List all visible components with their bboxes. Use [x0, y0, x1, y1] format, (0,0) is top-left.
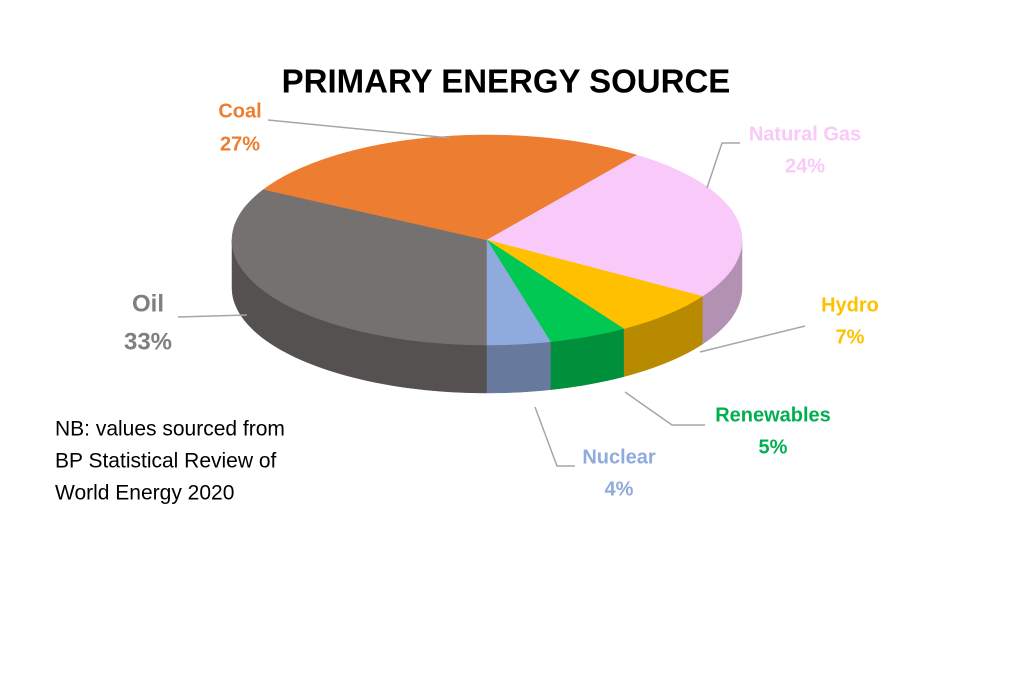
slice-label: Nuclear	[582, 446, 656, 468]
slice-label: Oil	[132, 290, 164, 317]
chart-title: PRIMARY ENERGY SOURCE	[282, 63, 731, 100]
leader-line	[534, 406, 575, 467]
note-line: BP Statistical Review of	[55, 450, 277, 473]
slice-side	[486, 341, 551, 394]
note-line: NB: values sourced from	[55, 418, 285, 441]
leader-line	[624, 391, 705, 426]
leader-line	[706, 142, 740, 189]
slice	[486, 239, 625, 342]
note-line: World Energy 2020	[55, 482, 234, 505]
slice	[231, 189, 488, 346]
slice	[486, 239, 703, 329]
leader-line	[699, 325, 806, 353]
slice-label: Coal	[218, 100, 261, 122]
value-label: 33%	[124, 328, 172, 355]
value-label: 4%	[605, 478, 634, 500]
value-label: 7%	[836, 326, 865, 348]
slice-label: Renewables	[715, 404, 831, 426]
value-label: 5%	[759, 436, 788, 458]
slice	[486, 154, 743, 297]
leader-line	[267, 119, 451, 139]
slice	[262, 134, 638, 241]
slice	[486, 239, 551, 346]
value-label: 24%	[785, 155, 825, 177]
slice-label: Hydro	[821, 294, 879, 316]
slice-label: Natural Gas	[749, 123, 861, 145]
leader-line	[177, 314, 248, 318]
value-label: 27%	[220, 133, 260, 155]
